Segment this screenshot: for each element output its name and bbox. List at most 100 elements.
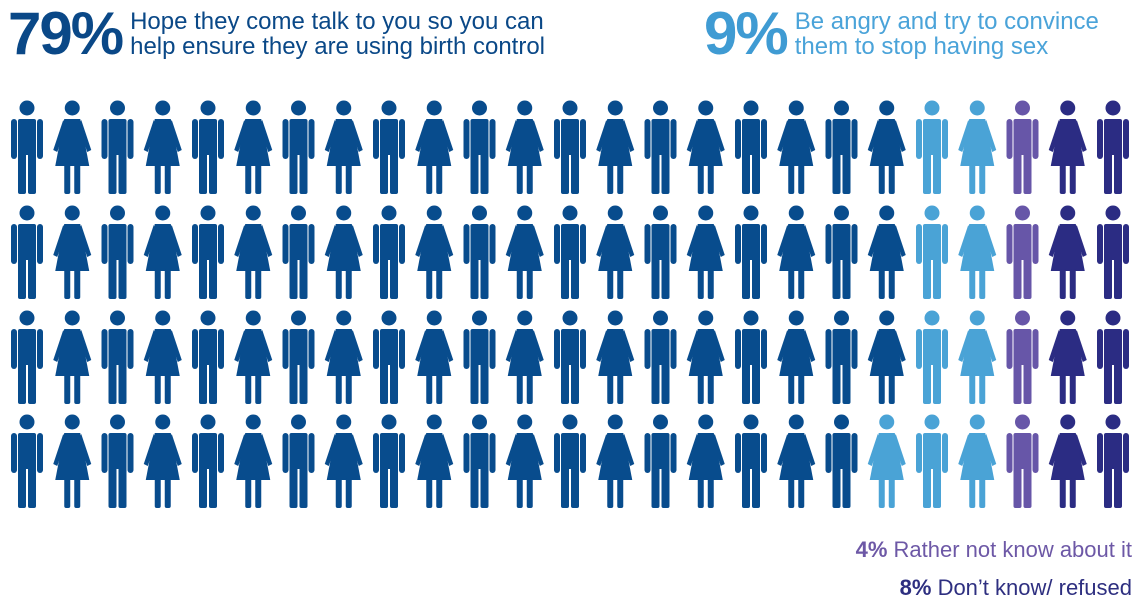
male-figure-icon (11, 205, 43, 299)
male-figure-icon (373, 414, 405, 508)
female-figure-icon (505, 414, 544, 508)
female-figure-icon (686, 205, 725, 299)
female-figure-icon (324, 414, 363, 508)
stat-hope-talk: 79% Hope they come talk to you so you ca… (8, 4, 545, 64)
male-figure-icon (825, 310, 858, 404)
male-figure-icon (192, 205, 224, 299)
female-figure-icon (415, 205, 454, 299)
stat-dont-know-refused-label: Don’t know/ refused (937, 575, 1132, 600)
female-figure-icon (1048, 310, 1087, 404)
female-figure-icon (958, 205, 997, 299)
female-figure-icon (505, 100, 544, 194)
male-figure-icon (1006, 100, 1039, 194)
male-figure-icon (463, 310, 496, 404)
male-figure-icon (644, 205, 677, 299)
female-figure-icon (324, 310, 363, 404)
female-figure-icon (777, 205, 816, 299)
male-figure-icon (101, 310, 134, 404)
male-figure-icon (463, 414, 496, 508)
female-figure-icon (777, 310, 816, 404)
male-figure-icon (916, 100, 948, 194)
male-figure-icon (463, 205, 496, 299)
female-figure-icon (596, 100, 635, 194)
female-figure-icon (505, 310, 544, 404)
female-figure-icon (415, 414, 454, 508)
female-figure-icon (1048, 205, 1087, 299)
male-figure-icon (282, 310, 315, 404)
male-figure-icon (825, 100, 858, 194)
male-figure-icon (373, 100, 405, 194)
male-figure-icon (282, 205, 315, 299)
male-figure-icon (916, 414, 948, 508)
female-figure-icon (234, 100, 273, 194)
male-figure-icon (11, 100, 43, 194)
stat-hope-talk-percent: 79% (8, 0, 124, 67)
male-figure-icon (1097, 205, 1129, 299)
male-figure-icon (825, 414, 858, 508)
stat-be-angry: 9% Be angry and try to convince them to s… (704, 4, 1099, 64)
female-figure-icon (505, 205, 544, 299)
male-figure-icon (463, 100, 496, 194)
female-figure-icon (867, 310, 906, 404)
female-figure-icon (867, 414, 906, 508)
male-figure-icon (101, 414, 134, 508)
female-figure-icon (686, 100, 725, 194)
male-figure-icon (916, 205, 948, 299)
female-figure-icon (415, 310, 454, 404)
male-figure-icon (644, 310, 677, 404)
female-figure-icon (143, 310, 182, 404)
male-figure-icon (1097, 414, 1129, 508)
female-figure-icon (958, 310, 997, 404)
female-figure-icon (53, 310, 92, 404)
male-figure-icon (644, 414, 677, 508)
female-figure-icon (143, 100, 182, 194)
male-figure-icon (1097, 310, 1129, 404)
male-figure-icon (11, 414, 43, 508)
male-figure-icon (554, 414, 586, 508)
male-figure-icon (1006, 310, 1039, 404)
female-figure-icon (867, 205, 906, 299)
male-figure-icon (282, 100, 315, 194)
male-figure-icon (735, 205, 767, 299)
male-figure-icon (1006, 414, 1039, 508)
male-figure-icon (192, 100, 224, 194)
female-figure-icon (777, 414, 816, 508)
stat-hope-talk-label: Hope they come talk to you so you can hel… (130, 8, 546, 60)
female-figure-icon (686, 414, 725, 508)
male-figure-icon (735, 100, 767, 194)
stat-dont-know-refused-percent: 8% (899, 575, 932, 600)
female-figure-icon (596, 414, 635, 508)
male-figure-icon (825, 205, 858, 299)
female-figure-icon (234, 414, 273, 508)
stat-rather-not-know: 4% Rather not know about it (856, 537, 1132, 563)
female-figure-icon (1048, 100, 1087, 194)
female-figure-icon (1048, 414, 1087, 508)
male-figure-icon (735, 414, 767, 508)
female-figure-icon (596, 205, 635, 299)
female-figure-icon (867, 100, 906, 194)
male-figure-icon (554, 100, 586, 194)
female-figure-icon (958, 414, 997, 508)
stat-rather-not-know-percent: 4% (855, 537, 888, 562)
male-figure-icon (1097, 100, 1129, 194)
male-figure-icon (192, 310, 224, 404)
male-figure-icon (192, 414, 224, 508)
female-figure-icon (53, 414, 92, 508)
male-figure-icon (282, 414, 315, 508)
female-figure-icon (234, 205, 273, 299)
stat-rather-not-know-label: Rather not know about it (893, 537, 1132, 562)
male-figure-icon (101, 100, 134, 194)
female-figure-icon (324, 100, 363, 194)
female-figure-icon (324, 205, 363, 299)
male-figure-icon (11, 310, 43, 404)
male-figure-icon (916, 310, 948, 404)
female-figure-icon (234, 310, 273, 404)
stat-dont-know-refused: 8% Don’t know/ refused (900, 575, 1132, 601)
male-figure-icon (373, 205, 405, 299)
female-figure-icon (53, 100, 92, 194)
stat-be-angry-percent: 9% (704, 0, 789, 67)
female-figure-icon (596, 310, 635, 404)
male-figure-icon (735, 310, 767, 404)
female-figure-icon (686, 310, 725, 404)
female-figure-icon (143, 205, 182, 299)
